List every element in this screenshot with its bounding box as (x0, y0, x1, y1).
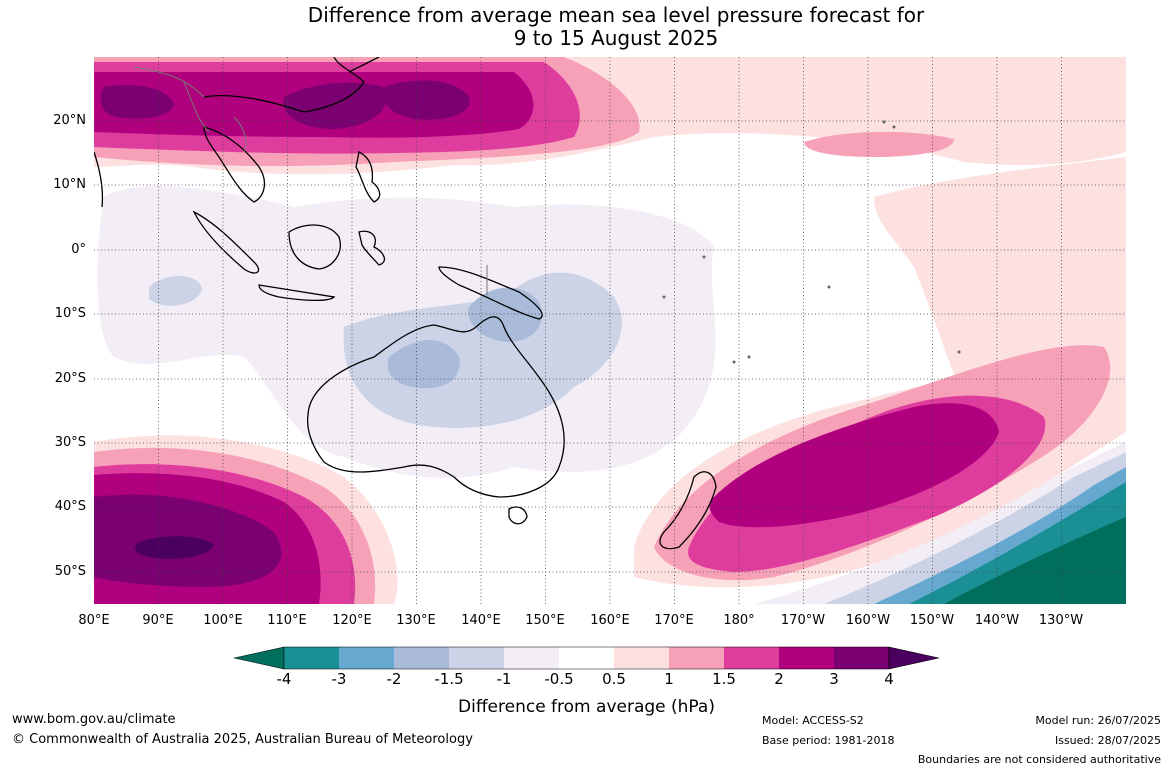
anomaly-region-pos-3-north (100, 80, 470, 129)
lon-label-90e: 90°E (142, 613, 174, 628)
anomaly-region-pos-4-sw (135, 536, 214, 559)
colorbar-tick-1: -4 (276, 670, 292, 688)
lon-label-80e: 80°E (78, 613, 110, 628)
colorbar-segment-4 (449, 647, 504, 669)
model-text: Model: ACCESS-S2 (762, 714, 864, 727)
colorbar-segment-3 (394, 647, 449, 669)
colorbar-tick-2: -3 (331, 670, 347, 688)
island-dot-5 (882, 120, 886, 124)
lon-label-140e: 140°E (461, 613, 501, 628)
anomaly-map (94, 57, 1126, 604)
anomaly-region-pos-2-se (709, 403, 999, 528)
colorbar-segment-7 (614, 647, 669, 669)
island-dot-6 (892, 125, 896, 129)
tasmania-coastline (508, 506, 528, 525)
lon-label-140w: 140°W (974, 613, 1020, 628)
colorbar-tick-12: 4 (884, 670, 894, 688)
japan-coastline (348, 57, 380, 73)
anomaly-region-neg-1-west (149, 275, 202, 306)
issued-text: Issued: 28/07/2025 (1054, 734, 1161, 747)
lon-label-160w: 160°W (845, 613, 891, 628)
island-dot-7 (702, 255, 706, 259)
lon-label-100e: 100°E (203, 613, 243, 628)
colorbar-tick-9: 1.5 (712, 670, 736, 688)
lat-label-30s: 30°S (54, 435, 86, 450)
lat-label-50s: 50°S (54, 564, 86, 579)
lon-label-170w: 170°W (780, 613, 826, 628)
philippines-coastline (355, 151, 381, 203)
colorbar-segment-2 (339, 647, 394, 669)
new-zealand-coastline (659, 471, 717, 550)
lat-label-0: 0° (71, 242, 86, 257)
colorbar-tick-5: -1 (496, 670, 512, 688)
lon-label-180: 180° (723, 613, 755, 628)
colorbar-tick-11: 3 (829, 670, 839, 688)
colorbar-segment-8 (669, 647, 724, 669)
lon-label-160e: 160°E (590, 613, 630, 628)
lon-label-150w: 150°W (909, 613, 955, 628)
lat-label-20s: 20°S (54, 371, 86, 386)
country-borders (133, 66, 488, 295)
borneo-coastline (288, 224, 341, 270)
lon-label-170e: 170°E (654, 613, 694, 628)
colorbar-segment-5 (504, 647, 559, 669)
graticule (94, 57, 1126, 604)
colorbar-tick-3: -2 (386, 670, 402, 688)
island-dot-4 (957, 350, 961, 354)
india-coastline (94, 151, 104, 208)
colorbar-segment-9 (724, 647, 779, 669)
colorbar (234, 646, 939, 670)
island-dot-2 (732, 360, 736, 364)
lat-label-10s: 10°S (54, 306, 86, 321)
lon-label-120e: 120°E (332, 613, 372, 628)
model-run-text: Model run: 26/07/2025 (1035, 714, 1161, 727)
colorbar-tick-4: -1.5 (434, 670, 464, 688)
colorbar-segment-11 (834, 647, 889, 669)
colorbar-segment-below-4 (234, 646, 285, 670)
colorbar-segment-1 (284, 647, 339, 669)
island-dot-8 (827, 285, 831, 289)
anomaly-region-neg-1-5-north (468, 287, 543, 342)
map-area (94, 57, 1126, 604)
lon-label-130e: 130°E (396, 613, 436, 628)
anomaly-region-neg-1-5 (387, 340, 460, 389)
title-line-2: 9 to 15 August 2025 (513, 26, 719, 50)
colorbar-tick-7: 0.5 (602, 670, 626, 688)
indochina-coastline (203, 126, 266, 203)
colorbar-tick-10: 2 (774, 670, 784, 688)
island-dot-3 (747, 355, 751, 359)
copyright-text: © Commonwealth of Australia 2025, Austra… (12, 732, 473, 747)
anomaly-region-pos-1-east (804, 131, 954, 157)
colorbar-frame (283, 646, 890, 670)
colorbar-segment-10 (779, 647, 834, 669)
coastlines (94, 57, 717, 550)
map-title: Difference from average mean sea level p… (0, 4, 1173, 50)
australia-coastline (306, 316, 565, 498)
colorbar-label: Difference from average (hPa) (458, 697, 715, 717)
base-period-text: Base period: 1981-2018 (762, 734, 895, 747)
lat-label-40s: 40°S (54, 499, 86, 514)
colorbar-tick-8: 1 (664, 670, 674, 688)
asia-borders (133, 66, 247, 153)
lon-label-150e: 150°E (525, 613, 565, 628)
lon-label-110e: 110°E (267, 613, 307, 628)
new-guinea-coastline (438, 266, 543, 320)
website-link[interactable]: www.bom.gov.au/climate (12, 712, 176, 727)
anomaly-region-neg-se-4 (944, 517, 1126, 604)
anomaly-region-neg-1 (343, 272, 622, 428)
lat-label-10n: 10°N (53, 177, 86, 192)
colorbar-segment-6 (559, 647, 614, 669)
pacific-islands (662, 120, 961, 364)
lon-label-130w: 130°W (1038, 613, 1084, 628)
disclaimer-text: Boundaries are not considered authoritat… (917, 753, 1161, 766)
sulawesi-coastline (358, 230, 386, 266)
colorbar-segment-above-4 (888, 646, 939, 670)
java-coastline (258, 284, 336, 302)
colorbar-tick-6: -0.5 (544, 670, 574, 688)
island-dot-1 (662, 295, 666, 299)
lat-label-20n: 20°N (53, 113, 86, 128)
title-line-1: Difference from average mean sea level p… (307, 3, 925, 27)
